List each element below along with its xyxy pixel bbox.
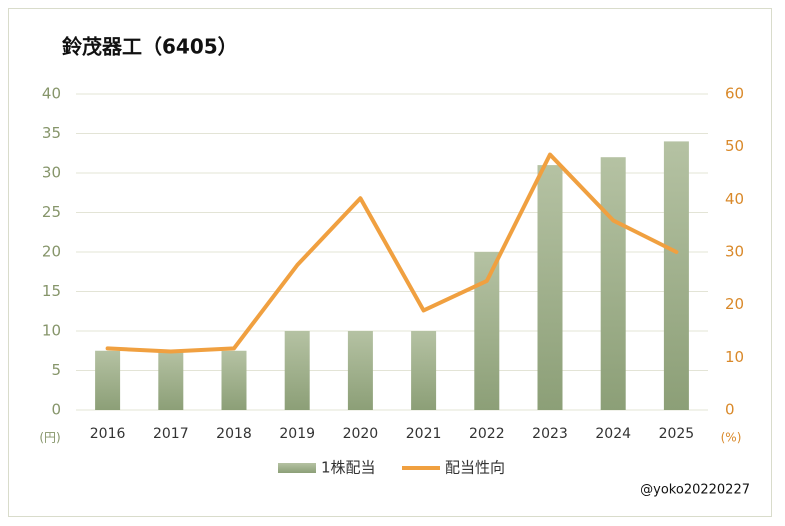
y2-tick-label: 30 <box>725 243 744 261</box>
bar <box>347 331 373 410</box>
y-tick-label: 20 <box>42 243 61 261</box>
legend-label: 配当性向 <box>445 459 505 477</box>
bar <box>663 141 689 410</box>
y-tick-label: 25 <box>42 203 61 221</box>
x-tick-label: 2017 <box>153 426 189 442</box>
y2-tick-label: 40 <box>725 190 744 208</box>
legend-label: 1株配当 <box>321 459 376 477</box>
bar <box>537 165 563 410</box>
y-unit: (円) <box>39 431 60 445</box>
x-tick-label: 2016 <box>90 426 126 442</box>
y2-tick-label: 50 <box>725 137 744 155</box>
bar <box>158 350 184 410</box>
y2-tick-label: 60 <box>725 85 744 103</box>
bar <box>600 157 626 410</box>
y-tick-label: 15 <box>42 282 61 300</box>
line <box>105 152 679 354</box>
bar <box>95 350 121 410</box>
chart-frame <box>8 8 772 517</box>
bar <box>411 331 437 410</box>
legend-swatch <box>278 463 316 473</box>
bar <box>284 331 310 410</box>
y-tick-label: 30 <box>42 164 61 182</box>
x-tick-label: 2021 <box>406 426 442 442</box>
y-tick-label: 0 <box>51 401 61 419</box>
y2-tick-label: 20 <box>725 295 744 313</box>
x-tick-label: 2025 <box>659 426 695 442</box>
y-tick-label: 10 <box>42 322 61 340</box>
bar <box>474 252 500 410</box>
x-tick-label: 2023 <box>532 426 568 442</box>
x-tick-label: 2018 <box>216 426 252 442</box>
x-tick-label: 2022 <box>469 426 505 442</box>
y-tick-label: 35 <box>42 124 61 142</box>
credit: @yoko20220227 <box>640 483 750 498</box>
x-tick-label: 2019 <box>279 426 315 442</box>
x-tick-label: 2024 <box>595 426 631 442</box>
y2-tick-label: 10 <box>725 348 744 366</box>
y-tick-label: 5 <box>51 361 61 379</box>
chart-title: 鈴茂器工（6405） <box>62 35 238 59</box>
y2-tick-label: 0 <box>725 401 735 419</box>
y-tick-label: 40 <box>42 85 61 103</box>
bar <box>221 350 247 410</box>
x-tick-label: 2020 <box>343 426 379 442</box>
y2-unit: (%) <box>721 431 742 445</box>
